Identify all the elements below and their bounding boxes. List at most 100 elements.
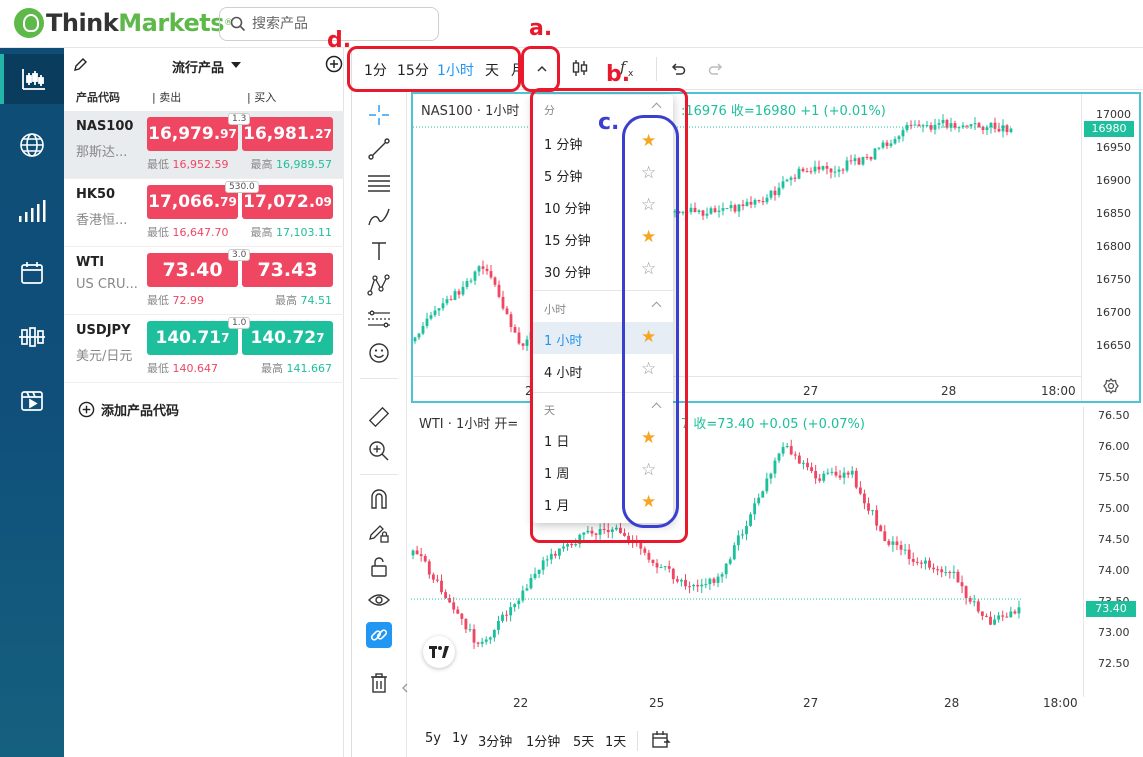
high-value: 最高 74.51: [275, 294, 332, 307]
magnet-tool[interactable]: [366, 486, 392, 512]
nav-video[interactable]: [0, 376, 64, 426]
nav-calendar[interactable]: [0, 248, 64, 298]
star-outline-icon[interactable]: ☆: [641, 460, 657, 480]
tf-15min[interactable]: 15分: [397, 63, 429, 79]
price-axis[interactable]: 76.50 76.00 75.50 75.00 74.50 74.00 73.5…: [1083, 407, 1141, 697]
star-outline-icon[interactable]: ☆: [641, 195, 657, 215]
sell-price-button[interactable]: 73.40: [147, 253, 238, 287]
tf-month[interactable]: 月: [511, 63, 525, 79]
low-value: 最低 72.99: [147, 294, 204, 307]
interval-item[interactable]: 30 分钟 ☆: [533, 254, 673, 286]
candle-body: [901, 130, 905, 137]
star-filled-icon[interactable]: ★: [641, 131, 657, 151]
visibility-tool[interactable]: [366, 588, 392, 614]
trendline-tool[interactable]: [366, 136, 392, 162]
chart-pane-wti[interactable]: WTI · 1小时 开= 7 收=73.40 +0.05 (+0.07%) 76.…: [411, 407, 1141, 710]
wti-candles[interactable]: [411, 407, 1083, 697]
logo[interactable]: Think Markets ®: [14, 8, 233, 38]
star-filled-icon[interactable]: ★: [641, 327, 657, 347]
chevron-down-icon[interactable]: [231, 62, 241, 68]
interval-item[interactable]: 10 分钟 ☆: [533, 190, 673, 222]
tf-day[interactable]: 天: [485, 63, 499, 79]
undo-icon[interactable]: [670, 61, 686, 77]
edit-icon[interactable]: [73, 58, 87, 72]
star-outline-icon[interactable]: ☆: [641, 163, 657, 183]
watchlist-row[interactable]: NAS100 那斯达... 1.3 16,979. 97 16,981. 27 最低…: [64, 111, 344, 179]
price-axis[interactable]: 17000 16950 16900 16850 16800 16750 1670…: [1081, 94, 1139, 401]
section-hours[interactable]: 小时: [533, 294, 673, 320]
star-outline-icon[interactable]: ☆: [641, 359, 657, 379]
emoji-tool[interactable]: [366, 340, 392, 366]
pattern-tool[interactable]: [366, 272, 392, 298]
range-5d[interactable]: 5天: [573, 735, 595, 750]
forecast-tool[interactable]: [366, 306, 392, 332]
watchlist-title[interactable]: 流行产品: [172, 61, 225, 76]
lock-drawing-tool[interactable]: [366, 520, 392, 546]
interval-item-active[interactable]: 1 小时 ★: [533, 322, 673, 354]
search-box[interactable]: [219, 7, 439, 41]
star-filled-icon[interactable]: ★: [641, 492, 657, 512]
buy-price-button[interactable]: 17,072. 09: [242, 185, 333, 219]
range-1min[interactable]: 1分钟: [526, 735, 561, 750]
sell-price-button[interactable]: 140.71 7: [147, 321, 238, 355]
chevron-up-icon[interactable]: [535, 62, 549, 76]
interval-item[interactable]: 1 分钟 ★: [533, 126, 673, 158]
search-input[interactable]: [252, 16, 422, 32]
zoom-tool[interactable]: [366, 438, 392, 464]
text-tool[interactable]: [366, 238, 392, 264]
sell-price-button[interactable]: 17,066. 79: [147, 185, 238, 219]
nav-chart[interactable]: [0, 54, 64, 104]
candle-body: [497, 620, 500, 630]
nav-signals[interactable]: [0, 186, 64, 236]
interval-item[interactable]: 1 周 ☆: [533, 455, 673, 487]
tf-1hour[interactable]: 1小时: [437, 63, 474, 79]
interval-item[interactable]: 4 小时 ☆: [533, 354, 673, 386]
watchlist-row[interactable]: USDJPY 美元/日元 1.0 140.71 7 140.72 7 最低 140.…: [64, 315, 344, 383]
interval-item[interactable]: 1 月 ★: [533, 487, 673, 519]
star-outline-icon[interactable]: ☆: [641, 259, 657, 279]
brush-tool[interactable]: [366, 204, 392, 230]
watchlist-row[interactable]: WTI US CRU... 3.0 73.40 73.43 最低 72.99 最…: [64, 247, 344, 315]
collapse-arrow-icon[interactable]: [401, 682, 409, 694]
buy-price-button[interactable]: 16,981. 27: [242, 117, 333, 151]
sell-price-button[interactable]: 16,979. 97: [147, 117, 238, 151]
watchlist-row[interactable]: HK50 香港恒... 530.0 17,066. 79 17,072. 09 最低…: [64, 179, 344, 247]
settings-gear-icon[interactable]: [1103, 378, 1119, 394]
candle-body: [841, 169, 845, 171]
candle-body: [757, 200, 761, 202]
measure-tool[interactable]: [366, 404, 392, 430]
candle-body: [976, 601, 980, 612]
nav-globe[interactable]: [0, 120, 64, 170]
interval-item[interactable]: 5 分钟 ☆: [533, 158, 673, 190]
range-1y[interactable]: 1y: [452, 731, 468, 746]
fib-tool[interactable]: [366, 170, 392, 196]
range-1d[interactable]: 1天: [605, 735, 627, 750]
buy-price-button[interactable]: 140.72 7: [242, 321, 333, 355]
range-3min[interactable]: 3分钟: [478, 735, 513, 750]
nav-strategy[interactable]: [0, 312, 64, 362]
x-tick: 27: [803, 696, 819, 710]
unlock-tool[interactable]: [366, 554, 392, 580]
candlestick-type-icon[interactable]: [571, 58, 589, 78]
section-days[interactable]: 天: [533, 395, 673, 421]
star-filled-icon[interactable]: ★: [641, 428, 657, 448]
candle-body: [457, 291, 461, 295]
date-range-icon[interactable]: [651, 730, 671, 750]
chart-pane-nas100[interactable]: NAS100 · 1小时:16976 收=16980 +1 (+0.01%) 1…: [411, 92, 1141, 403]
interval-item[interactable]: 1 日 ★: [533, 423, 673, 455]
link-tool[interactable]: [366, 622, 392, 648]
tf-1min[interactable]: 1分: [364, 63, 387, 79]
nas100-candles[interactable]: [413, 94, 1081, 401]
interval-item[interactable]: 15 分钟 ★: [533, 222, 673, 254]
section-minutes[interactable]: 分: [533, 95, 673, 121]
redo-icon[interactable]: [708, 61, 724, 77]
range-5y[interactable]: 5y: [425, 731, 441, 746]
add-symbol-button[interactable]: 添加产品代码: [78, 400, 179, 419]
buy-price-button[interactable]: 73.43: [242, 253, 333, 287]
add-circle-icon[interactable]: [325, 55, 343, 73]
star-filled-icon[interactable]: ★: [641, 227, 657, 247]
delete-tool[interactable]: [366, 670, 392, 696]
tradingview-logo[interactable]: [423, 636, 455, 668]
crosshair-tool[interactable]: [366, 102, 392, 128]
